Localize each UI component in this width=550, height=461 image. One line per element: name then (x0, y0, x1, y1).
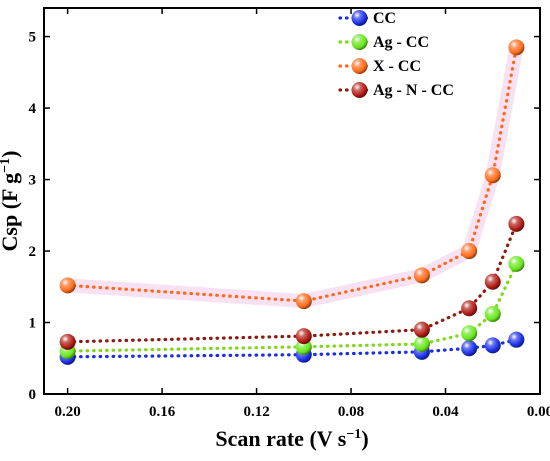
x-tick-label: 0.12 (243, 404, 269, 420)
data-point (413, 267, 430, 284)
data-point (413, 321, 430, 338)
data-point (508, 255, 525, 272)
legend-label: X - CC (373, 58, 421, 75)
x-tick-label: 0.20 (54, 404, 80, 420)
legend-marker (351, 58, 368, 74)
data-point (461, 300, 478, 317)
series-line (66, 222, 518, 344)
data-point (59, 333, 76, 350)
data-point (484, 167, 501, 184)
x-tick-label: 0.16 (149, 404, 176, 420)
data-point (484, 305, 501, 322)
x-tick-label: 0.00 (527, 404, 550, 420)
y-tick-label: 2 (29, 244, 37, 260)
x-tick-label: 0.04 (432, 404, 459, 420)
data-point (295, 293, 312, 310)
y-tick-label: 0 (29, 387, 37, 403)
series-line (66, 262, 518, 353)
x-axis-title: Scan rate (V s−1) (215, 426, 368, 451)
data-point (461, 325, 478, 342)
x-axis-ticks: 0.20 0.16 0.12 0.08 0.04 0.00 (54, 8, 550, 420)
legend-marker (351, 34, 368, 50)
y-axis-title: Csp (F g−1) (0, 151, 22, 252)
data-point (484, 337, 501, 354)
data-point (59, 277, 76, 294)
y-tick-label: 5 (29, 30, 37, 46)
series-markers (59, 39, 525, 365)
plot-frame (43, 7, 541, 395)
data-point (508, 331, 525, 348)
y-tick-label: 1 (29, 316, 37, 332)
y-tick-label: 3 (29, 173, 37, 189)
series-line (66, 45, 518, 303)
data-point (484, 273, 501, 290)
legend: CC Ag - CC X - CC Ag - N - CC (338, 10, 454, 99)
series-line (66, 338, 518, 359)
legend-marker (351, 10, 368, 26)
data-point (461, 340, 478, 357)
data-point (461, 243, 478, 260)
data-point (295, 328, 312, 345)
data-point (508, 215, 525, 232)
y-axis-ticks: 0 1 2 3 4 5 (29, 30, 540, 403)
legend-label: Ag - CC (373, 34, 429, 51)
legend-label: CC (373, 10, 396, 27)
legend-label: Ag - N - CC (373, 82, 454, 99)
data-point (508, 39, 525, 56)
legend-marker (351, 82, 368, 98)
x-tick-label: 0.08 (338, 404, 364, 420)
y-tick-label: 4 (29, 101, 37, 117)
data-point (413, 335, 430, 352)
